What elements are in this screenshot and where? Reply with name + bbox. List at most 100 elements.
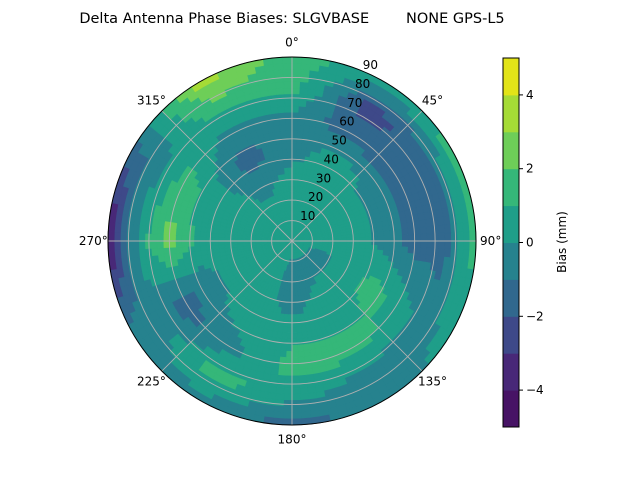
contour-cell [451,241,457,250]
contour-cell [283,400,292,406]
radial-tick-label: 40 [324,152,339,166]
contour-cell [169,235,175,241]
contour-cell [225,241,231,245]
contour-cell [451,224,458,233]
contour-cell [139,233,145,241]
contour-cell [292,124,298,130]
contour-cell [139,249,146,257]
polar-grid [108,57,476,425]
contour-cell [463,250,470,260]
contour-cell [182,252,189,258]
contour-cell [292,400,301,406]
contour-cell [231,241,237,244]
contour-cell [470,241,476,251]
colorbar-band [503,353,519,390]
contour-cell [283,63,292,69]
radial-tick-label: 50 [331,134,346,148]
contour-cell [433,233,439,241]
contour-cell [287,143,292,149]
contour-cell [206,241,212,245]
colorbar-band [503,243,519,280]
contour-cell [157,234,163,241]
contour-cell [277,100,285,107]
contour-cell [297,345,303,352]
colorbar-band [503,316,519,353]
contour-cell [288,155,292,161]
contour-cell [225,244,231,248]
contour-cell [421,234,427,241]
contour-cell [396,241,402,247]
contour-cell [145,248,152,256]
contour-cell [432,248,439,256]
contour-cell [288,174,292,180]
contour-cell [365,241,371,245]
contour-cell [359,237,365,241]
contour-cell [292,406,301,412]
contour-cell [127,249,134,258]
contour-cell [188,230,195,236]
contour-cell [300,387,308,394]
contour-cell [296,308,300,314]
angular-tick-label: 270° [79,234,108,248]
contour-cell [277,94,285,101]
contour-cell [292,314,296,320]
contour-cell [298,119,305,126]
contour-cell [145,241,151,249]
contour-cell [212,237,218,241]
contour-cell [212,241,218,245]
contour-cell [285,370,292,376]
contour-cell [287,327,292,333]
contour-cell [300,393,309,400]
contour-cell [395,224,402,230]
contour-cell [297,339,303,346]
contour-cell [439,233,445,241]
contour-cell [286,124,292,130]
contour-cell [299,381,307,388]
contour-cell [359,241,365,245]
contour-cell [292,333,297,339]
contour-cell [438,249,445,257]
contour-cell [470,231,476,241]
contour-cell [145,233,151,241]
contour-cell [288,314,292,320]
colorbar-tick-label: −4 [526,383,544,397]
contour-cell [383,226,390,232]
contour-cell [457,223,464,232]
contour-cell [169,241,175,247]
contour-cell [114,222,121,232]
contour-cell [194,236,200,241]
contour-cell [175,241,181,247]
angular-tick-label: 180° [278,433,307,447]
contour-cell [298,112,305,119]
angular-tick-label: 45° [422,93,443,107]
contour-cell [170,247,177,254]
contour-cell [133,233,139,241]
contour-cell [200,236,206,241]
contour-cell [278,369,285,376]
contour-cell [292,339,297,345]
contour-cell [292,345,298,351]
contour-cell [451,232,457,241]
contour-cell [284,382,292,388]
contour-cell [133,241,139,249]
contour-cell [212,245,218,249]
contour-cell [292,75,301,81]
contour-cell [292,370,299,376]
contour-cell [297,137,303,144]
contour-cell [292,112,299,118]
contour-cell [151,241,157,248]
contour-cell [433,241,439,249]
contour-cell [445,233,451,241]
contour-cell [284,394,292,400]
contour-cell [371,232,377,237]
contour-cell [304,350,311,357]
contour-cell [299,94,307,101]
contour-cell [288,161,292,167]
contour-cell [426,226,433,234]
contour-cell [292,296,295,302]
contour-cell [390,236,396,241]
contour-cell [170,228,177,235]
contour-cell [292,100,299,106]
contour-cell [280,131,286,138]
